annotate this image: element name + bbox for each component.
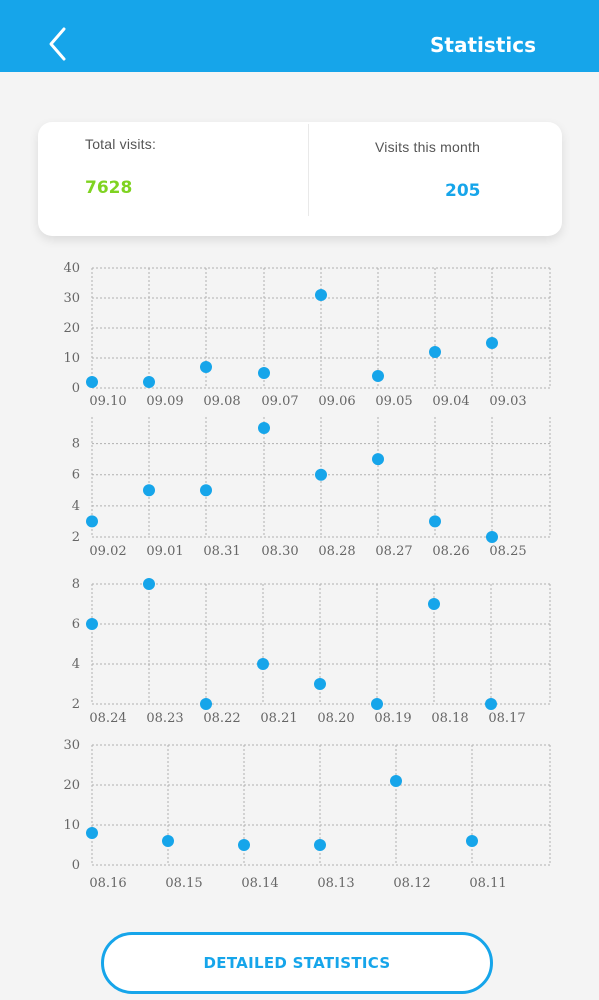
data-point [371, 698, 383, 710]
y-tick-label: 0 [72, 858, 80, 873]
x-tick-label: 09.09 [146, 394, 183, 409]
visits-chart-4: 0 10 20 30 08.16 08.15 08.14 08.13 08.12 08.11 [63, 738, 551, 891]
data-point [372, 370, 384, 382]
x-tick-label: 09.01 [146, 544, 183, 559]
data-point [315, 289, 327, 301]
x-tick-label: 08.15 [165, 876, 202, 891]
x-tick-label: 08.19 [374, 711, 411, 726]
y-tick-label: 10 [63, 818, 80, 833]
app-header: Statistics [0, 0, 599, 72]
y-tick-label: 20 [63, 778, 80, 793]
x-tick-label: 09.02 [89, 544, 126, 559]
data-point [257, 658, 269, 670]
data-point [143, 376, 155, 388]
visits-chart-3: 2 4 6 8 08.24 08.23 08.22 08.21 08.20 08.19 08.18 0… [72, 577, 551, 726]
x-tick-label: 08.16 [89, 876, 126, 891]
data-point [86, 515, 98, 528]
total-visits-label: Total visits: [85, 136, 157, 152]
total-visits-value: 7628 [85, 178, 133, 198]
x-tick-label: 08.18 [431, 711, 468, 726]
x-tick-label: 08.14 [241, 876, 278, 891]
chevron-left-icon [49, 27, 66, 61]
y-tick-label: 40 [63, 261, 80, 276]
x-tick-label: 09.04 [432, 394, 469, 409]
y-tick-label: 8 [72, 437, 80, 452]
x-tick-label: 08.28 [318, 544, 355, 559]
x-tick-label: 09.07 [261, 394, 298, 409]
data-point [429, 515, 441, 528]
data-point [258, 367, 270, 379]
data-point [429, 346, 441, 358]
data-point [200, 484, 212, 497]
x-tick-label: 08.17 [488, 711, 525, 726]
data-point [486, 337, 498, 349]
y-tick-label: 10 [63, 351, 80, 366]
data-point [162, 835, 174, 847]
month-visits-value: 205 [445, 181, 481, 201]
month-visits-label: Visits this month [375, 139, 481, 155]
data-point [315, 468, 327, 481]
x-tick-label: 08.31 [203, 544, 240, 559]
data-point [200, 698, 212, 710]
y-tick-label: 4 [72, 657, 80, 672]
data-point [314, 839, 326, 851]
x-tick-label: 08.13 [317, 876, 354, 891]
data-point [143, 578, 155, 590]
x-tick-label: 08.23 [146, 711, 183, 726]
y-tick-label: 4 [72, 499, 80, 514]
y-tick-label: 30 [63, 291, 80, 306]
x-tick-label: 08.25 [489, 544, 526, 559]
data-point [86, 618, 98, 630]
back-button[interactable] [38, 22, 78, 62]
data-point [428, 598, 440, 610]
y-tick-label: 2 [72, 530, 80, 545]
y-tick-label: 0 [72, 381, 80, 396]
x-tick-label: 08.30 [261, 544, 298, 559]
x-tick-label: 09.03 [489, 394, 526, 409]
data-point [258, 422, 270, 434]
data-point [390, 775, 402, 787]
y-tick-label: 6 [72, 617, 80, 632]
y-tick-label: 2 [72, 697, 80, 712]
card-divider [308, 124, 309, 216]
x-tick-label: 08.24 [89, 711, 126, 726]
data-point [200, 361, 212, 373]
x-tick-label: 09.08 [203, 394, 240, 409]
detailed-statistics-button[interactable]: DETAILED STATISTICS [101, 932, 493, 994]
data-point [485, 698, 497, 710]
page-title: Statistics [430, 33, 536, 57]
x-tick-label: 08.22 [203, 711, 240, 726]
x-tick-label: 08.26 [432, 544, 469, 559]
x-tick-label: 09.05 [375, 394, 412, 409]
data-point [314, 678, 326, 690]
x-tick-label: 08.12 [393, 876, 430, 891]
y-tick-label: 6 [72, 468, 80, 483]
visits-chart-2: 2 4 6 8 09.02 09.01 08.31 08.30 08.28 08.27 08.26 0… [72, 417, 551, 559]
x-tick-label: 08.27 [375, 544, 412, 559]
data-point [486, 531, 498, 543]
data-point [86, 827, 98, 839]
data-point [238, 839, 250, 851]
visits-summary-card: Total visits: 7628 Visits this month 205 [38, 122, 562, 236]
data-point [372, 453, 384, 466]
x-tick-label: 08.11 [469, 876, 506, 891]
data-point [143, 484, 155, 497]
visits-chart-1: 0 10 20 30 40 09.10 09.09 09.08 09.07 09.06 09.05 0… [63, 261, 551, 409]
y-tick-label: 30 [63, 738, 80, 753]
x-tick-label: 09.06 [318, 394, 355, 409]
y-tick-label: 8 [72, 577, 80, 592]
data-point [86, 376, 98, 388]
x-tick-label: 09.10 [89, 394, 126, 409]
x-tick-label: 08.20 [317, 711, 354, 726]
y-tick-label: 20 [63, 321, 80, 336]
x-tick-label: 08.21 [260, 711, 297, 726]
data-point [466, 835, 478, 847]
